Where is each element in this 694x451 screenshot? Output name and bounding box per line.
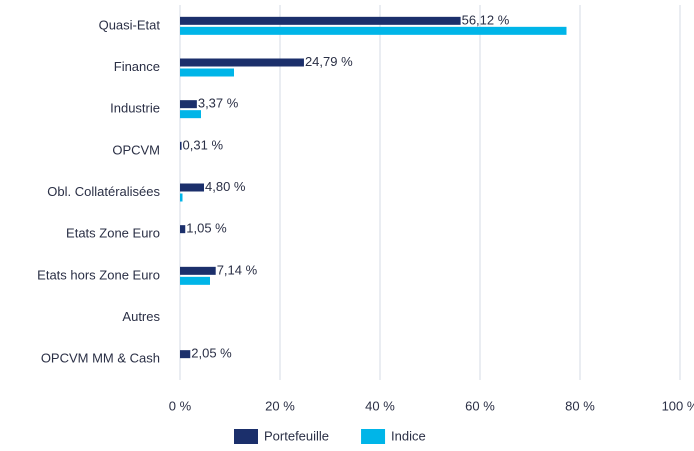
y-tick-label: Obl. Collatéralisées	[47, 184, 160, 199]
legend-label: Indice	[391, 428, 426, 443]
bar	[180, 110, 201, 119]
y-tick-label: Finance	[114, 59, 160, 74]
data-label: 4,80 %	[205, 179, 246, 194]
data-label: 2,05 %	[191, 346, 232, 361]
data-label: 0,31 %	[183, 137, 224, 152]
x-tick-label: 20 %	[265, 398, 295, 413]
legend-swatch	[234, 429, 258, 444]
bar	[180, 58, 304, 67]
bar	[180, 26, 567, 35]
x-tick-label: 40 %	[365, 398, 395, 413]
bar	[180, 276, 210, 285]
data-label: 24,79 %	[305, 54, 353, 69]
x-tick-label: 0 %	[169, 398, 192, 413]
bar	[180, 183, 204, 192]
y-tick-label: OPCVM MM & Cash	[41, 351, 160, 366]
y-tick-label: Etats Zone Euro	[66, 226, 160, 241]
data-label: 3,37 %	[198, 96, 239, 111]
bar	[180, 225, 186, 234]
y-tick-label: Industrie	[110, 101, 160, 116]
data-label: 1,05 %	[186, 221, 227, 236]
y-tick-label: Quasi-Etat	[99, 17, 161, 32]
bar	[180, 100, 197, 109]
data-label: 56,12 %	[462, 12, 510, 27]
y-tick-label: OPCVM	[112, 142, 160, 157]
data-label: 7,14 %	[217, 262, 258, 277]
x-tick-label: 60 %	[465, 398, 495, 413]
bar	[180, 193, 183, 202]
bar	[180, 68, 234, 77]
bar	[180, 266, 216, 275]
x-tick-label: 100 %	[662, 398, 694, 413]
x-tick-label: 80 %	[565, 398, 595, 413]
y-tick-label: Etats hors Zone Euro	[37, 267, 160, 282]
legend-label: Portefeuille	[264, 428, 329, 443]
bar	[180, 16, 461, 25]
legend-swatch	[361, 429, 386, 444]
bar	[180, 141, 182, 150]
y-tick-label: Autres	[122, 309, 160, 324]
bar	[180, 350, 191, 359]
